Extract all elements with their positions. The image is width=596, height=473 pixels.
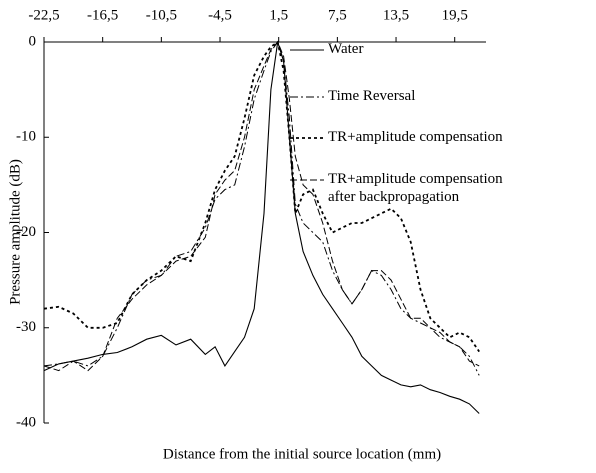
legend-label: TR+amplitude compensation after backprop… [328, 171, 503, 205]
x-tick-label: 13,5 [383, 7, 409, 23]
y-tick-label: -40 [16, 414, 36, 430]
series-line [43, 41, 480, 414]
legend-label: Time Reversal [328, 88, 416, 104]
x-tick-label: -22,5 [28, 7, 59, 23]
x-tick-label: 1,5 [269, 7, 288, 23]
y-tick-label: 0 [29, 33, 37, 49]
legend-entry: Time Reversal [288, 87, 415, 105]
legend-swatch [290, 96, 324, 98]
legend-entry: Water [288, 40, 363, 58]
legend-swatch [290, 179, 324, 181]
x-axis-label: Distance from the initial source locatio… [163, 446, 441, 462]
y-tick-label: -30 [16, 319, 36, 335]
x-tick-label: -4,5 [208, 7, 232, 23]
legend-label: Water [328, 41, 364, 57]
x-tick-label: 7,5 [328, 7, 347, 23]
y-tick-label: -10 [16, 129, 36, 145]
x-tick-label: -16,5 [87, 7, 118, 23]
legend-entry: TR+amplitude compensation [288, 128, 503, 146]
x-tick-label: -10,5 [146, 7, 177, 23]
legend-entry: TR+amplitude compensation after backprop… [288, 170, 503, 206]
legend-swatch [290, 49, 324, 51]
y-tick-label: -20 [16, 224, 36, 240]
y-axis-label: Pressure amplitude (dB) [7, 159, 23, 305]
series-line [43, 41, 480, 372]
legend-swatch [290, 137, 324, 139]
legend-label: TR+amplitude compensation [328, 129, 503, 145]
x-tick-label: 19,5 [442, 7, 468, 23]
series-line [43, 40, 480, 376]
